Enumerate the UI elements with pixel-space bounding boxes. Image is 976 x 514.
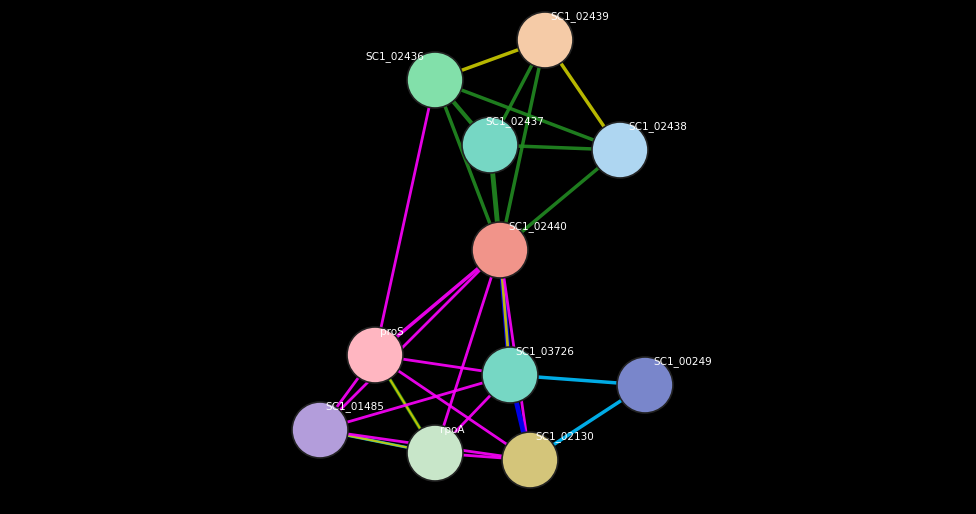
- Text: proS: proS: [380, 327, 404, 337]
- Circle shape: [517, 12, 573, 68]
- Circle shape: [347, 327, 403, 383]
- Text: SC1_02439: SC1_02439: [550, 11, 609, 22]
- Text: SC1_02437: SC1_02437: [485, 116, 544, 127]
- Circle shape: [407, 52, 463, 108]
- Text: SC1_02440: SC1_02440: [508, 221, 567, 232]
- Circle shape: [502, 432, 558, 488]
- Text: SC1_02436: SC1_02436: [365, 51, 424, 62]
- Text: SC1_00249: SC1_00249: [653, 356, 712, 367]
- Text: rpoA: rpoA: [440, 425, 465, 435]
- Circle shape: [617, 357, 673, 413]
- Circle shape: [592, 122, 648, 178]
- Circle shape: [292, 402, 348, 458]
- Text: SC1_02438: SC1_02438: [628, 121, 687, 132]
- Text: SC1_02130: SC1_02130: [535, 431, 593, 442]
- Text: SC1_03726: SC1_03726: [515, 346, 574, 357]
- Circle shape: [462, 117, 518, 173]
- Circle shape: [472, 222, 528, 278]
- Circle shape: [482, 347, 538, 403]
- Text: SC1_01485: SC1_01485: [325, 401, 384, 412]
- Circle shape: [407, 425, 463, 481]
